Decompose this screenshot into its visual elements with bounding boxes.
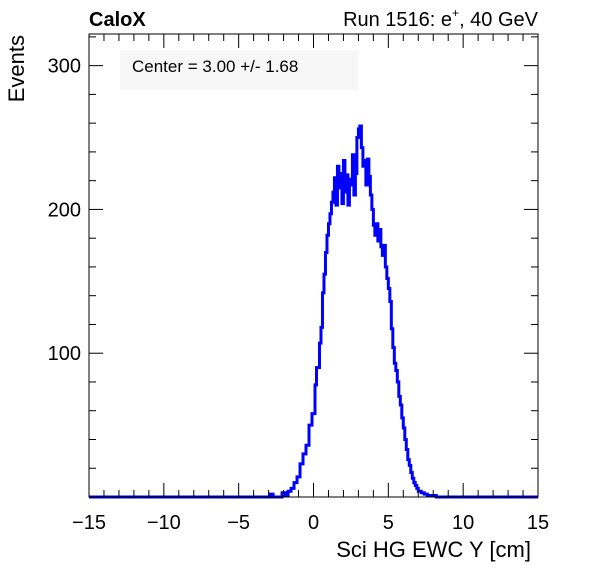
y-axis-title: Events: [4, 35, 29, 102]
y-tick-label: 100: [48, 343, 81, 365]
x-tick-label: −15: [72, 512, 106, 534]
x-tick-label: 0: [308, 512, 319, 534]
histogram-series-line: [89, 124, 538, 499]
run-info-label: Run 1516: e+, 40 GeV: [343, 6, 539, 31]
y-axis: 100 200 300: [48, 56, 538, 365]
plot-area: Center = 3.00 +/- 1.68 −15 −10 −5 0 5 10 15 10…: [48, 33, 549, 534]
experiment-label: CaloX: [89, 9, 146, 31]
x-tick-label: 10: [452, 512, 474, 534]
run-info-prefix: Run 1516: e: [343, 9, 452, 31]
y-tick-label: 200: [48, 199, 81, 221]
x-tick-label: −5: [227, 512, 250, 534]
plot-frame: [88, 33, 539, 498]
x-axis: −15 −10 −5 0 5 10 15: [72, 34, 549, 534]
stats-box: [120, 50, 358, 90]
minor-ticks: [89, 34, 538, 497]
center-annotation: Center = 3.00 +/- 1.68: [132, 57, 298, 76]
x-axis-title: Sci HG EWC Y [cm]: [336, 537, 531, 562]
run-info-suffix: , 40 GeV: [459, 9, 539, 31]
x-tick-label: −10: [147, 512, 181, 534]
x-tick-label: 15: [527, 512, 549, 534]
x-tick-label: 5: [383, 512, 394, 534]
y-tick-label: 300: [48, 56, 81, 78]
run-info-superscript: +: [452, 6, 459, 20]
